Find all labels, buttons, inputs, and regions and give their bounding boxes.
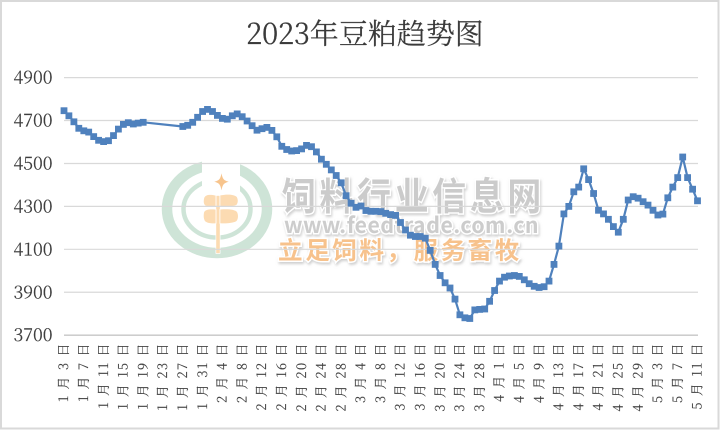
svg-text:2月28日: 2月28日 <box>330 344 349 412</box>
svg-text:3月12日: 3月12日 <box>390 344 409 411</box>
svg-text:2023年豆粕趋势图: 2023年豆粕趋势图 <box>246 12 484 53</box>
svg-text:2月4日: 2月4日 <box>212 344 231 404</box>
svg-text:4100: 4100 <box>13 235 52 261</box>
svg-text:4月5日: 4月5日 <box>509 344 528 404</box>
svg-text:4300: 4300 <box>13 192 52 218</box>
svg-text:1月19日: 1月19日 <box>132 344 151 410</box>
svg-text:5月11日: 5月11日 <box>687 344 706 410</box>
svg-text:2月12日: 2月12日 <box>251 344 270 411</box>
svg-text:1月3日: 1月3日 <box>53 344 72 403</box>
svg-text:饲料行业信息网: 饲料行业信息网 <box>281 166 545 221</box>
svg-text:5月3日: 5月3日 <box>647 344 666 404</box>
svg-text:3月28日: 3月28日 <box>469 344 488 412</box>
svg-text:5月7日: 5月7日 <box>667 344 686 403</box>
svg-text:2月24日: 2月24日 <box>311 344 330 412</box>
svg-text:1月23日: 1月23日 <box>152 344 171 411</box>
svg-text:4月21日: 4月21日 <box>588 344 607 411</box>
svg-text:1月15日: 1月15日 <box>113 344 132 410</box>
svg-text:3月16日: 3月16日 <box>410 344 429 411</box>
svg-text:2月8日: 2月8日 <box>231 344 250 404</box>
svg-text:4月25日: 4月25日 <box>608 344 627 412</box>
svg-text:1月27日: 1月27日 <box>172 344 191 411</box>
svg-text:4900: 4900 <box>13 64 52 90</box>
svg-text:4700: 4700 <box>13 107 52 133</box>
svg-text:4500: 4500 <box>13 150 52 176</box>
svg-text:4月1日: 4月1日 <box>489 344 508 402</box>
svg-text:4月29日: 4月29日 <box>627 344 646 412</box>
svg-text:www.feedtrade.com.cn: www.feedtrade.com.cn <box>284 209 539 240</box>
svg-text:1月31日: 1月31日 <box>192 344 211 410</box>
svg-text:2月16日: 2月16日 <box>271 344 290 411</box>
svg-text:2月20日: 2月20日 <box>291 344 310 412</box>
svg-text:3900: 3900 <box>13 278 52 304</box>
svg-text:3700: 3700 <box>13 321 52 347</box>
svg-text:3月4日: 3月4日 <box>350 344 369 403</box>
svg-text:1月11日: 1月11日 <box>93 344 112 409</box>
svg-text:4月9日: 4月9日 <box>528 344 547 404</box>
svg-text:1月7日: 1月7日 <box>73 344 92 402</box>
svg-text:3月20日: 3月20日 <box>429 344 448 412</box>
svg-text:3月24日: 3月24日 <box>449 344 468 412</box>
svg-text:3月8日: 3月8日 <box>370 344 389 404</box>
svg-text:4月17日: 4月17日 <box>568 344 587 411</box>
svg-text:4月13日: 4月13日 <box>548 344 567 411</box>
